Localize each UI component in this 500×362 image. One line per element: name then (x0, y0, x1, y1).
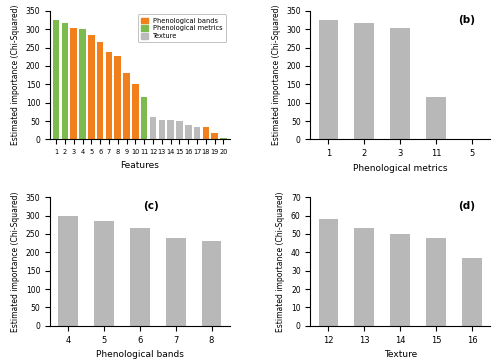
Bar (150, 117, 156, 139)
Bar (194, 127, 200, 139)
Bar (462, 258, 482, 326)
Bar (166, 238, 186, 326)
Bar (354, 228, 374, 326)
Bar (390, 29, 410, 139)
Bar (212, 133, 218, 139)
Y-axis label: Estimated importance (Chi-Squared): Estimated importance (Chi-Squared) (276, 191, 285, 332)
Bar (318, 20, 338, 139)
Text: (d): (d) (458, 201, 474, 211)
Bar (58, 216, 78, 326)
Bar (62, 22, 68, 139)
Y-axis label: Estimated importance (Chi-Squared): Estimated importance (Chi-Squared) (272, 5, 280, 146)
Y-axis label: Estimated importance (Chi-Squared): Estimated importance (Chi-Squared) (11, 5, 20, 146)
Legend: Phenological bands, Phenological metrics, Texture: Phenological bands, Phenological metrics… (138, 14, 226, 42)
Bar (168, 120, 174, 139)
Text: (b): (b) (458, 15, 474, 25)
X-axis label: Phenological bands: Phenological bands (96, 350, 184, 359)
Bar (202, 127, 209, 139)
Bar (94, 221, 114, 326)
Bar (80, 29, 86, 139)
Bar (53, 20, 60, 139)
Bar (318, 219, 338, 326)
Y-axis label: Estimated importance (Chi-Squared): Estimated importance (Chi-Squared) (11, 191, 20, 332)
Bar (132, 84, 138, 139)
Bar (185, 126, 192, 139)
Bar (426, 238, 446, 326)
Text: (a): (a) (144, 15, 160, 25)
X-axis label: Texture: Texture (384, 350, 417, 359)
Bar (426, 97, 446, 139)
Bar (106, 52, 112, 139)
Bar (124, 72, 130, 139)
X-axis label: Phenological metrics: Phenological metrics (353, 164, 448, 173)
Bar (88, 35, 94, 139)
Bar (158, 120, 165, 139)
Bar (141, 97, 148, 139)
Bar (354, 22, 374, 139)
Text: (c): (c) (144, 201, 159, 211)
Bar (220, 138, 226, 139)
Bar (176, 121, 182, 139)
Bar (130, 228, 150, 326)
Bar (70, 29, 77, 139)
X-axis label: Features: Features (120, 161, 159, 170)
Bar (202, 241, 222, 326)
Bar (97, 42, 103, 139)
Bar (390, 234, 410, 326)
Bar (114, 56, 121, 139)
